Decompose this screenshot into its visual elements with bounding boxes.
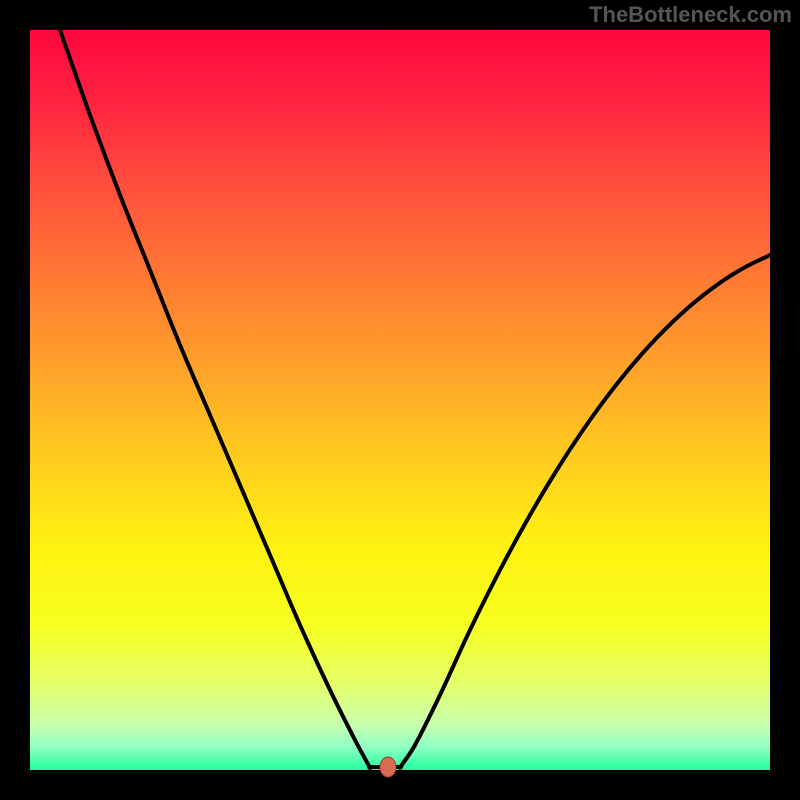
bottleneck-chart [0, 0, 800, 800]
optimal-marker [380, 757, 396, 777]
plot-area [30, 30, 770, 770]
chart-container: TheBottleneck.com [0, 0, 800, 800]
watermark-text: TheBottleneck.com [589, 2, 792, 28]
